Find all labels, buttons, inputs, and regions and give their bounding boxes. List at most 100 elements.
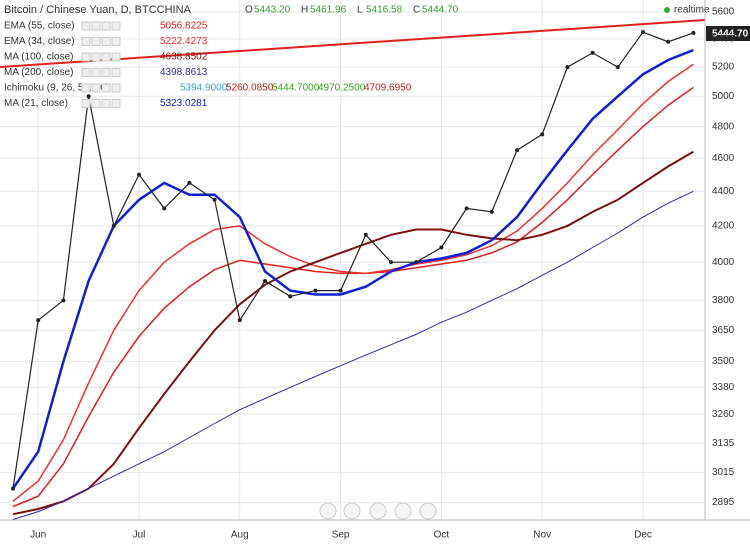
- legend-button: [101, 52, 111, 62]
- price-point: [111, 223, 116, 228]
- legend: EMA (55, close) 5056.8225 EMA (34, close) 5…: [4, 21, 412, 110]
- y-tick-label: 3500: [712, 356, 735, 367]
- y-tick-label: 5000: [712, 91, 735, 102]
- price-point: [691, 30, 696, 35]
- legend-name: MA (200, close): [4, 67, 73, 78]
- x-tick-label: Jul: [133, 530, 146, 541]
- price-point: [162, 206, 167, 211]
- price-point: [615, 65, 620, 70]
- legend-value: 5394.9000: [180, 83, 228, 94]
- legend-button: [81, 37, 91, 46]
- y-tick-label: 3135: [712, 438, 735, 449]
- price-point: [464, 206, 469, 211]
- legend-button: [111, 99, 121, 108]
- nav-button[interactable]: [419, 502, 437, 520]
- x-tick-label: Nov: [533, 530, 551, 541]
- chart-title: Bitcoin / Chinese Yuan, D, BTCCHINA: [4, 4, 192, 16]
- price-line: [12, 31, 694, 489]
- plot: [11, 30, 696, 520]
- legend-button: [91, 99, 101, 108]
- x-tick-label: Oct: [434, 530, 450, 541]
- price-point: [565, 65, 570, 70]
- y-tick-label: 4000: [712, 257, 735, 268]
- ohlc-label: C: [413, 5, 420, 16]
- legend-name: Ichimoku (9, 26, 52, 26): [4, 83, 109, 94]
- legend-button: [81, 68, 91, 77]
- price-point: [389, 260, 393, 265]
- y-tick-label: 5400: [712, 34, 735, 45]
- price-point: [86, 94, 91, 99]
- status-dot: [664, 7, 670, 13]
- price-point: [187, 180, 192, 185]
- legend-button: [91, 37, 101, 46]
- price-point: [363, 232, 368, 237]
- price-tag-bg: [706, 26, 750, 41]
- indicator-line: [12, 86, 694, 508]
- legend-name: EMA (34, close): [4, 36, 75, 47]
- price-point: [590, 50, 595, 55]
- price-point: [666, 39, 671, 44]
- legend-value: 4970.2500: [318, 83, 366, 94]
- price-point: [540, 132, 545, 137]
- legend-button: [101, 21, 111, 31]
- price-point: [212, 197, 217, 202]
- legend-button: [81, 83, 91, 93]
- nav-button[interactable]: [343, 502, 361, 520]
- x-tick-label: Jun: [30, 530, 46, 541]
- legend-button: [81, 99, 91, 108]
- legend-button: [111, 21, 121, 31]
- indicator-line: [12, 190, 694, 520]
- price-point: [489, 209, 494, 214]
- ohlc-label: H: [301, 5, 308, 16]
- legend-button: [101, 37, 111, 46]
- y-tick-label: 3260: [712, 409, 735, 420]
- legend-button: [111, 83, 121, 93]
- y-tick-label: 4200: [712, 221, 735, 232]
- legend-button: [91, 83, 101, 93]
- x-tick-label: Dec: [634, 530, 652, 541]
- legend-value: 5444.7000: [272, 83, 320, 94]
- legend-value: 4638.8502: [160, 52, 208, 63]
- legend-button: [101, 99, 111, 108]
- nav-buttons[interactable]: [319, 502, 437, 520]
- nav-button[interactable]: [369, 502, 387, 520]
- legend-button: [111, 37, 121, 46]
- ohlc: O 5443.20 H 5461.96 L 5416.58 C 5444.70: [245, 5, 459, 16]
- y-tick-label: 3800: [712, 295, 735, 306]
- nav-button[interactable]: [319, 502, 337, 520]
- price-point: [137, 172, 141, 177]
- indicator-line: [12, 63, 694, 502]
- legend-name: MA (21, close): [4, 98, 68, 109]
- price-point: [237, 318, 242, 323]
- y-tick-label: 2895: [712, 497, 735, 508]
- y-tick-label: 3650: [712, 325, 735, 336]
- y-tick-label: 3015: [712, 467, 735, 478]
- price-point: [36, 318, 41, 323]
- legend-button: [81, 21, 91, 31]
- price-point: [11, 486, 15, 491]
- indicator-line: [11, 48, 694, 490]
- legend-value: 5323.0281: [160, 98, 208, 109]
- price-point: [439, 245, 444, 250]
- ohlc-value: 5444.70: [422, 5, 459, 16]
- legend-button: [91, 68, 101, 77]
- ohlc-label: L: [357, 5, 363, 16]
- y-tick-label: 4800: [712, 121, 735, 132]
- y-tick-label: 3380: [712, 382, 735, 393]
- y-tick-label: 4400: [712, 186, 735, 197]
- price-point: [313, 288, 318, 293]
- ohlc-label: O: [245, 5, 253, 16]
- legend-value: 4398.8613: [160, 67, 208, 78]
- y-tick-label: 5200: [712, 62, 735, 73]
- ohlc-value: 5416.58: [366, 5, 403, 16]
- legend-button: [91, 21, 101, 31]
- nav-button[interactable]: [394, 502, 412, 520]
- indicator-line: [12, 150, 694, 516]
- legend-name: MA (100, close): [4, 52, 73, 63]
- legend-value: 4709.6950: [364, 83, 412, 94]
- y-tick-label: 5600: [712, 7, 735, 18]
- ohlc-value: 5443.20: [254, 5, 291, 16]
- legend-name: EMA (55, close): [4, 21, 75, 32]
- legend-button: [91, 52, 101, 62]
